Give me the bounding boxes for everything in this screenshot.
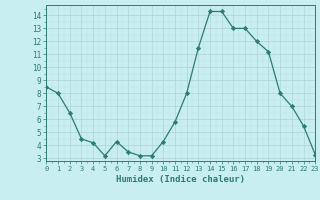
X-axis label: Humidex (Indice chaleur): Humidex (Indice chaleur) (116, 175, 245, 184)
